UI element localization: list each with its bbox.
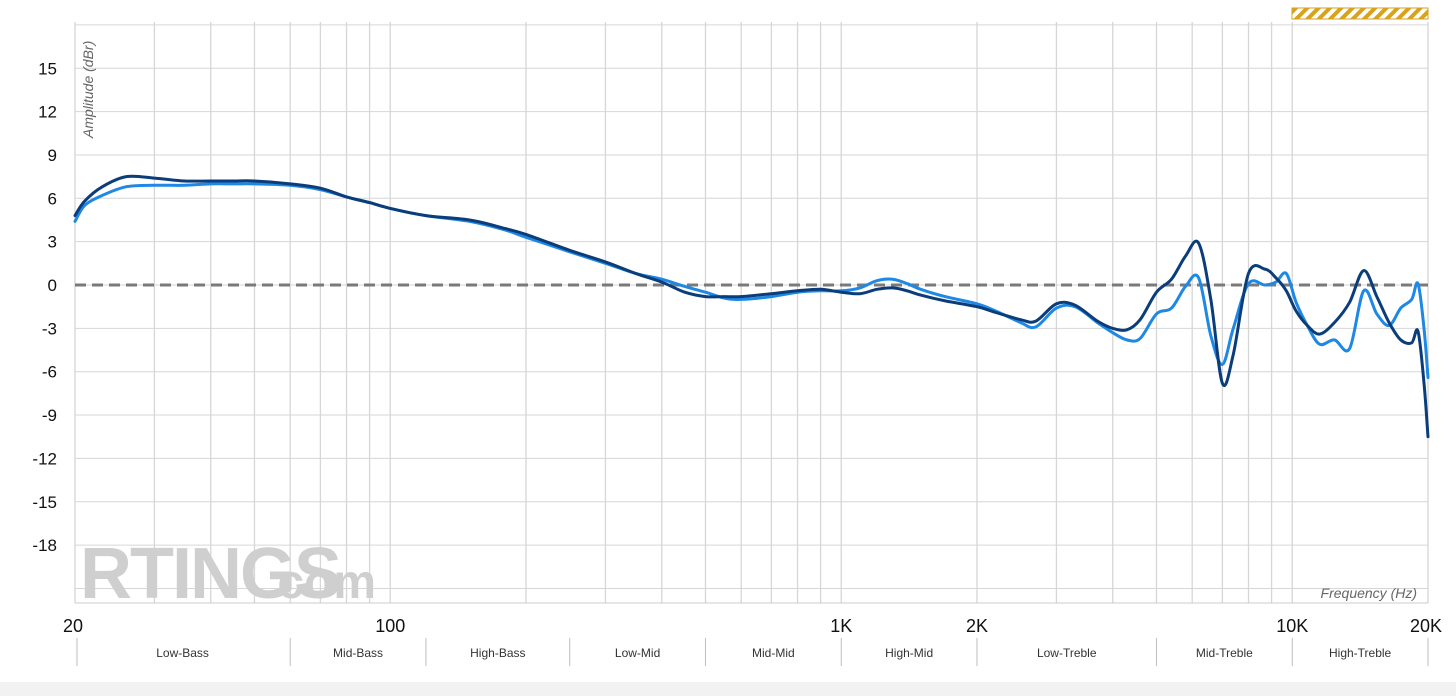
y-tick-label: 15 [38,59,57,78]
x-tick-label: 20 [63,616,83,636]
band-label: High-Bass [470,646,525,660]
y-tick-label: -15 [32,493,57,512]
y-tick-label: 12 [38,103,57,122]
x-axis-title: Frequency (Hz) [1321,585,1417,601]
frequency-band-labels: Low-Bass Mid-Bass High-Bass Low-Mid Mid-Mid H… [76,638,1429,666]
grid-lines [74,22,1429,604]
series-line-1 [73,182,1430,379]
band-label: Mid-Bass [333,646,383,660]
y-tick-label: -12 [32,449,57,468]
x-tick-label: 100 [375,616,405,636]
x-tick-label: 1K [830,616,852,636]
y-tick-label: 6 [48,189,57,208]
band-label: Mid-Treble [1196,646,1253,660]
watermark-logo: RTINGS .com [80,534,376,614]
x-tick-label: 20K [1410,616,1442,636]
x-tick-labels: 20 100 1K 2K 10K 20K [63,616,1442,636]
watermark-suffix: .com [264,556,376,609]
band-label: Low-Bass [156,646,209,660]
series-line-2 [73,174,1430,439]
band-label: Low-Mid [615,646,660,660]
y-tick-labels: 15 12 9 6 3 0 -3 -6 -9 -12 -15 -18 [32,59,57,555]
y-tick-label: -6 [42,363,57,382]
y-tick-label: 9 [48,146,57,165]
y-tick-label: -9 [42,406,57,425]
series-group [73,174,1430,439]
band-label: High-Mid [885,646,933,660]
band-label: Mid-Mid [752,646,795,660]
band-label: Low-Treble [1037,646,1097,660]
y-tick-label: -18 [32,536,57,555]
footer-bar [0,682,1456,696]
band-label: High-Treble [1329,646,1392,660]
watermark-brand: RTINGS [80,534,340,614]
x-tick-label: 2K [966,616,988,636]
y-tick-label: 3 [48,233,57,252]
hatched-marker [1291,7,1429,20]
x-tick-label: 10K [1276,616,1308,636]
y-axis-title: Amplitude (dBr) [80,41,96,139]
y-tick-label: 0 [48,276,57,295]
y-tick-label: -3 [42,319,57,338]
